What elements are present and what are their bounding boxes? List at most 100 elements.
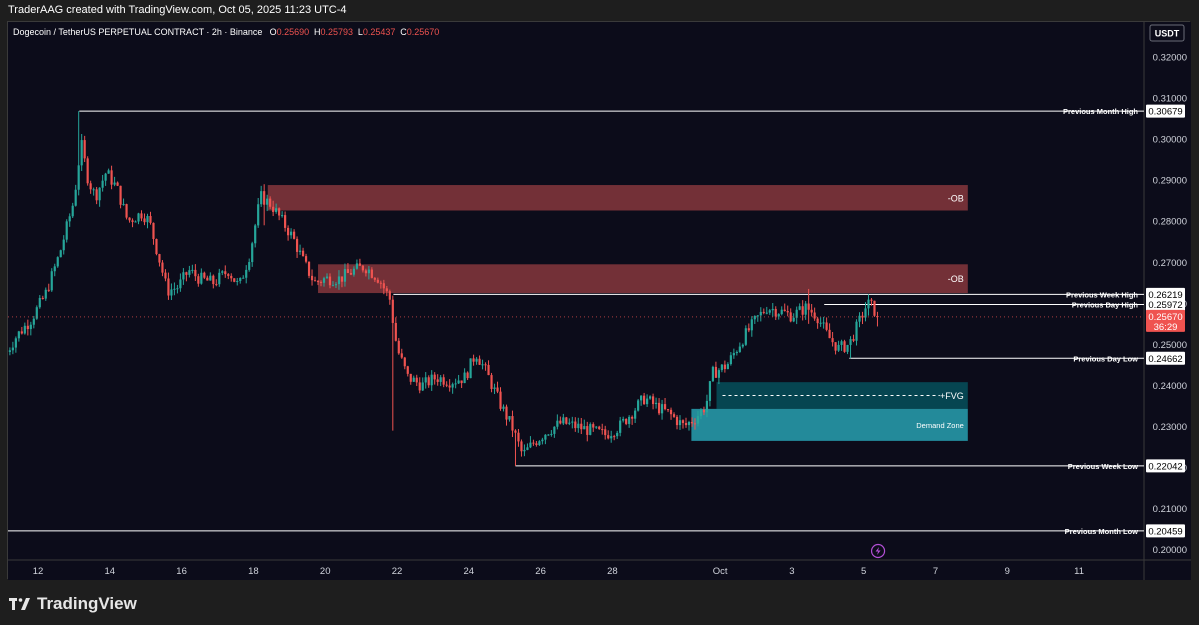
tradingview-logo[interactable]: TradingView xyxy=(9,594,137,614)
candle xyxy=(481,359,484,370)
candle xyxy=(307,261,311,279)
candle xyxy=(200,268,203,285)
candle-body xyxy=(137,213,140,222)
candle-body xyxy=(257,204,260,226)
candle xyxy=(433,372,436,385)
candle-body xyxy=(310,275,314,281)
level-label: Previous Month High xyxy=(1063,107,1138,116)
candle xyxy=(292,229,296,240)
x-tick-label: 11 xyxy=(1074,566,1084,577)
candle-body xyxy=(840,341,843,345)
candle-body xyxy=(20,331,23,334)
candle-body xyxy=(227,274,230,276)
zone-fvg-2[interactable] xyxy=(716,382,968,409)
candle xyxy=(678,415,682,430)
candle xyxy=(577,417,580,433)
candle xyxy=(813,307,816,321)
symbol-legend[interactable]: Dogecoin / TetherUS PERPETUAL CONTRACT ·… xyxy=(13,27,439,37)
candle-body xyxy=(313,280,317,282)
candle xyxy=(146,213,149,229)
y-tick-label: 0.24000 xyxy=(1153,381,1187,392)
candle xyxy=(601,423,604,435)
candle xyxy=(460,380,463,388)
x-tick-label: 20 xyxy=(320,566,331,577)
candle-body xyxy=(663,404,667,410)
candle xyxy=(834,342,837,355)
candle-body xyxy=(726,364,729,370)
candle-body xyxy=(541,439,544,442)
candle-body xyxy=(729,355,732,365)
candle xyxy=(310,269,314,286)
candle xyxy=(170,283,173,300)
candle xyxy=(38,295,41,309)
candle xyxy=(502,404,505,412)
candle xyxy=(343,263,347,287)
legend-high-label: H xyxy=(314,27,321,37)
candle-body xyxy=(242,277,245,279)
candle xyxy=(714,361,718,378)
candle xyxy=(738,342,741,353)
candle xyxy=(646,394,649,407)
candle xyxy=(418,377,421,394)
candle xyxy=(634,407,637,423)
candle-body xyxy=(281,215,284,217)
candle-body xyxy=(26,325,29,330)
candle xyxy=(487,360,490,376)
candle-body xyxy=(678,420,682,426)
candle-body xyxy=(143,218,146,223)
candle-body xyxy=(104,173,107,181)
zone-ob-0[interactable] xyxy=(267,185,968,211)
candle-body xyxy=(319,281,323,283)
candle xyxy=(562,413,565,426)
candle-body xyxy=(101,180,104,188)
chart-canvas[interactable]: -OB -OB +FVG Demand Zone Previous Month High… xyxy=(8,22,1191,580)
candle xyxy=(499,387,502,411)
candle-body xyxy=(98,187,101,201)
candle xyxy=(388,289,391,305)
candle xyxy=(20,326,23,335)
candle-body xyxy=(613,436,616,438)
candle-body xyxy=(44,289,47,299)
candle-body xyxy=(170,289,173,296)
candle xyxy=(319,280,323,287)
level-value-badge xyxy=(1146,287,1185,301)
candle xyxy=(281,211,284,218)
candle xyxy=(209,272,212,281)
candle xyxy=(747,323,750,333)
candle-body xyxy=(35,307,38,319)
candle xyxy=(71,202,74,219)
candle xyxy=(741,343,744,349)
candle-body xyxy=(693,423,697,425)
candle xyxy=(41,295,44,300)
candle xyxy=(855,319,858,346)
candle xyxy=(520,439,523,457)
candle-body xyxy=(403,357,406,367)
candle-body xyxy=(89,183,92,190)
candle xyxy=(861,311,864,325)
candle-body xyxy=(134,221,137,223)
candle xyxy=(717,368,721,385)
candle-body xyxy=(532,442,535,444)
zone-ob-1[interactable] xyxy=(318,264,968,294)
candle-body xyxy=(672,414,676,417)
x-tick-label: 28 xyxy=(607,566,618,577)
candle xyxy=(478,355,481,365)
chart-frame[interactable]: -OB -OB +FVG Demand Zone Previous Month High… xyxy=(7,21,1191,580)
zone-demand-3[interactable] xyxy=(691,408,968,441)
currency-button[interactable] xyxy=(1149,24,1185,42)
candle xyxy=(666,408,670,413)
candle xyxy=(804,301,807,320)
candle xyxy=(188,265,191,278)
candle-body xyxy=(382,283,385,289)
candle-body xyxy=(496,387,499,392)
candle xyxy=(203,271,206,280)
candle-body xyxy=(750,319,753,331)
candle xyxy=(493,383,496,395)
candle xyxy=(322,276,326,287)
candle-body xyxy=(783,309,786,312)
candle xyxy=(421,377,424,391)
lightning-icon[interactable] xyxy=(870,543,886,559)
candle xyxy=(164,269,167,282)
candle-body xyxy=(415,377,418,383)
candle xyxy=(304,253,308,264)
